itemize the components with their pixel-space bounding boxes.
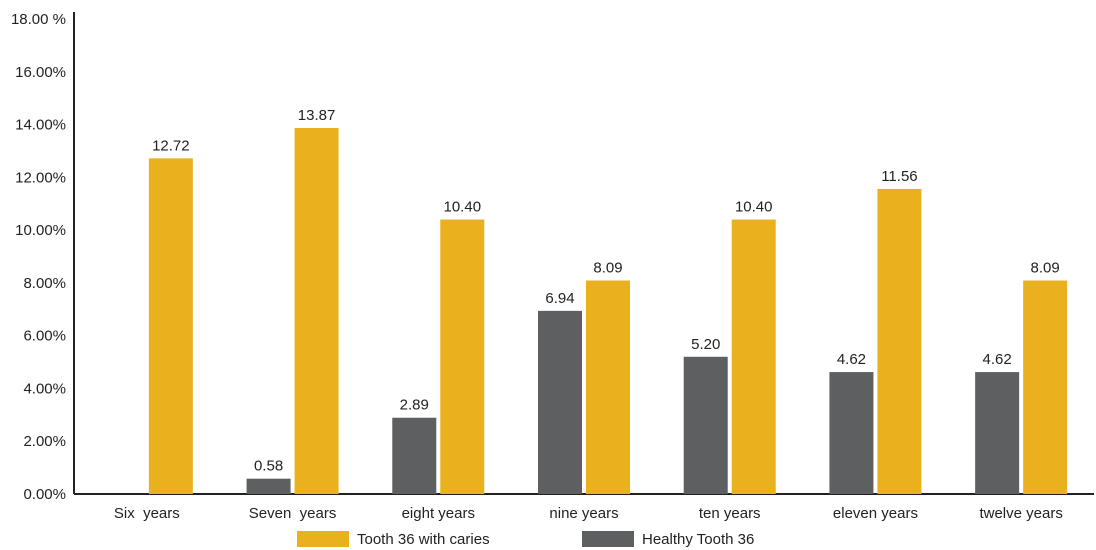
- x-category-label: Seven years: [249, 505, 337, 522]
- bar-caries: [440, 219, 485, 495]
- legend-item-healthy: Healthy Tooth 36: [582, 528, 754, 550]
- category-labels: Six years Seven years eight years nine year…: [114, 505, 1063, 522]
- legend-swatch-caries: [297, 531, 349, 547]
- value-label-caries: 12.72: [152, 137, 190, 154]
- legend: Tooth 36 with caries Healthy Tooth 36: [0, 528, 1096, 550]
- y-tick-label: 2.00%: [23, 433, 66, 450]
- value-labels: 12.72 0.58 13.87 2.89 10.40 6.94 8.09 5.20 10.40…: [152, 107, 1060, 475]
- bar-caries: [294, 127, 339, 494]
- y-tick-label: 10.00%: [15, 222, 66, 239]
- y-tick-label: 16.00%: [15, 64, 66, 81]
- bars: [148, 127, 1068, 495]
- value-label-caries: 10.40: [735, 199, 773, 216]
- value-label-healthy: 5.20: [691, 336, 720, 353]
- value-label-caries: 10.40: [444, 199, 482, 216]
- value-label-healthy: 4.62: [983, 351, 1012, 368]
- value-label-healthy: 0.58: [254, 458, 283, 475]
- x-category-label: twelve years: [979, 505, 1062, 522]
- value-label-caries: 13.87: [298, 107, 336, 124]
- bar-healthy: [829, 372, 874, 494]
- bar-healthy: [246, 478, 291, 494]
- y-tick-label: 6.00%: [23, 328, 66, 345]
- y-tick-label: 0.00%: [23, 486, 66, 503]
- value-label-healthy: 6.94: [545, 290, 574, 307]
- bar-caries: [877, 188, 922, 494]
- y-axis: 0.00% 2.00% 4.00% 6.00% 8.00% 10.00% 12.00% 14.…: [11, 11, 1094, 503]
- legend-label-caries: Tooth 36 with caries: [357, 530, 490, 548]
- x-category-label: Six years: [114, 505, 180, 522]
- bar-healthy: [683, 356, 728, 494]
- value-label-caries: 8.09: [1031, 260, 1060, 277]
- bar-healthy: [975, 372, 1020, 494]
- bar-caries: [148, 158, 193, 495]
- bar-chart: 0.00% 2.00% 4.00% 6.00% 8.00% 10.00% 12.00% 14.…: [11, 11, 1094, 522]
- bar-caries: [1023, 280, 1068, 494]
- y-tick-label: 8.00%: [23, 275, 66, 292]
- bar-healthy: [392, 417, 437, 494]
- legend-label-healthy: Healthy Tooth 36: [642, 530, 755, 548]
- y-tick-label: 14.00%: [15, 117, 66, 134]
- value-label-healthy: 4.62: [837, 351, 866, 368]
- x-category-label: eleven years: [833, 505, 918, 522]
- legend-swatch-healthy: [582, 531, 634, 547]
- bar-caries: [731, 219, 776, 495]
- value-label-healthy: 2.89: [400, 397, 429, 414]
- value-label-caries: 11.56: [881, 168, 917, 185]
- x-category-label: nine years: [549, 505, 618, 522]
- bar-caries: [586, 280, 630, 494]
- x-category-label: eight years: [402, 505, 475, 522]
- bar-healthy: [538, 310, 582, 494]
- legend-item-caries: Tooth 36 with caries: [297, 528, 490, 550]
- y-tick-label: 18.00 %: [11, 11, 66, 28]
- y-tick-label: 12.00%: [15, 169, 66, 186]
- value-label-caries: 8.09: [593, 260, 622, 277]
- x-category-label: ten years: [699, 505, 761, 522]
- y-tick-label: 4.00%: [23, 380, 66, 397]
